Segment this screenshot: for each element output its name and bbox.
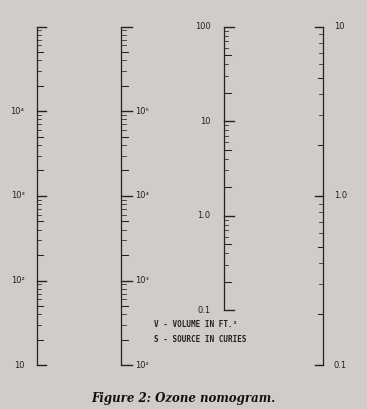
Text: 10⁴: 10⁴	[135, 191, 149, 200]
Text: 1.0: 1.0	[197, 211, 211, 220]
Text: 10²: 10²	[135, 361, 149, 370]
Text: 0.1: 0.1	[334, 361, 347, 370]
Text: 10³: 10³	[135, 276, 149, 285]
Text: 10: 10	[200, 117, 211, 126]
Text: 10: 10	[334, 22, 345, 31]
Text: V - VOLUME IN FT.³
S - SOURCE IN CURIES: V - VOLUME IN FT.³ S - SOURCE IN CURIES	[154, 320, 247, 344]
Text: 10²: 10²	[11, 276, 25, 285]
Text: Figure 2: Ozone nomogram.: Figure 2: Ozone nomogram.	[91, 392, 276, 405]
Text: 10³: 10³	[11, 191, 25, 200]
Text: 0.1: 0.1	[197, 306, 211, 315]
Text: 10⁵: 10⁵	[135, 107, 149, 116]
Text: 10⁴: 10⁴	[11, 107, 25, 116]
Text: 10: 10	[14, 361, 25, 370]
Text: 1.0: 1.0	[334, 191, 347, 200]
Text: 100: 100	[195, 22, 211, 31]
